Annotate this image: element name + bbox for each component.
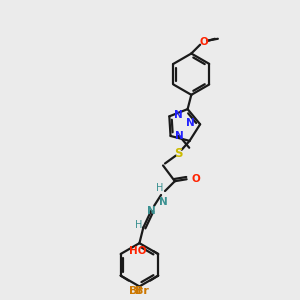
Text: O: O	[191, 174, 200, 184]
Text: Br: Br	[136, 286, 149, 296]
Text: N: N	[187, 118, 195, 128]
Text: N: N	[174, 110, 183, 120]
Text: S: S	[175, 147, 183, 160]
Text: HO: HO	[129, 246, 146, 256]
Text: H: H	[135, 220, 142, 230]
Text: N: N	[176, 131, 184, 141]
Text: H: H	[156, 183, 164, 193]
Text: O: O	[200, 37, 208, 47]
Text: Br: Br	[130, 286, 143, 296]
Text: N: N	[147, 206, 156, 216]
Text: N: N	[159, 197, 167, 207]
